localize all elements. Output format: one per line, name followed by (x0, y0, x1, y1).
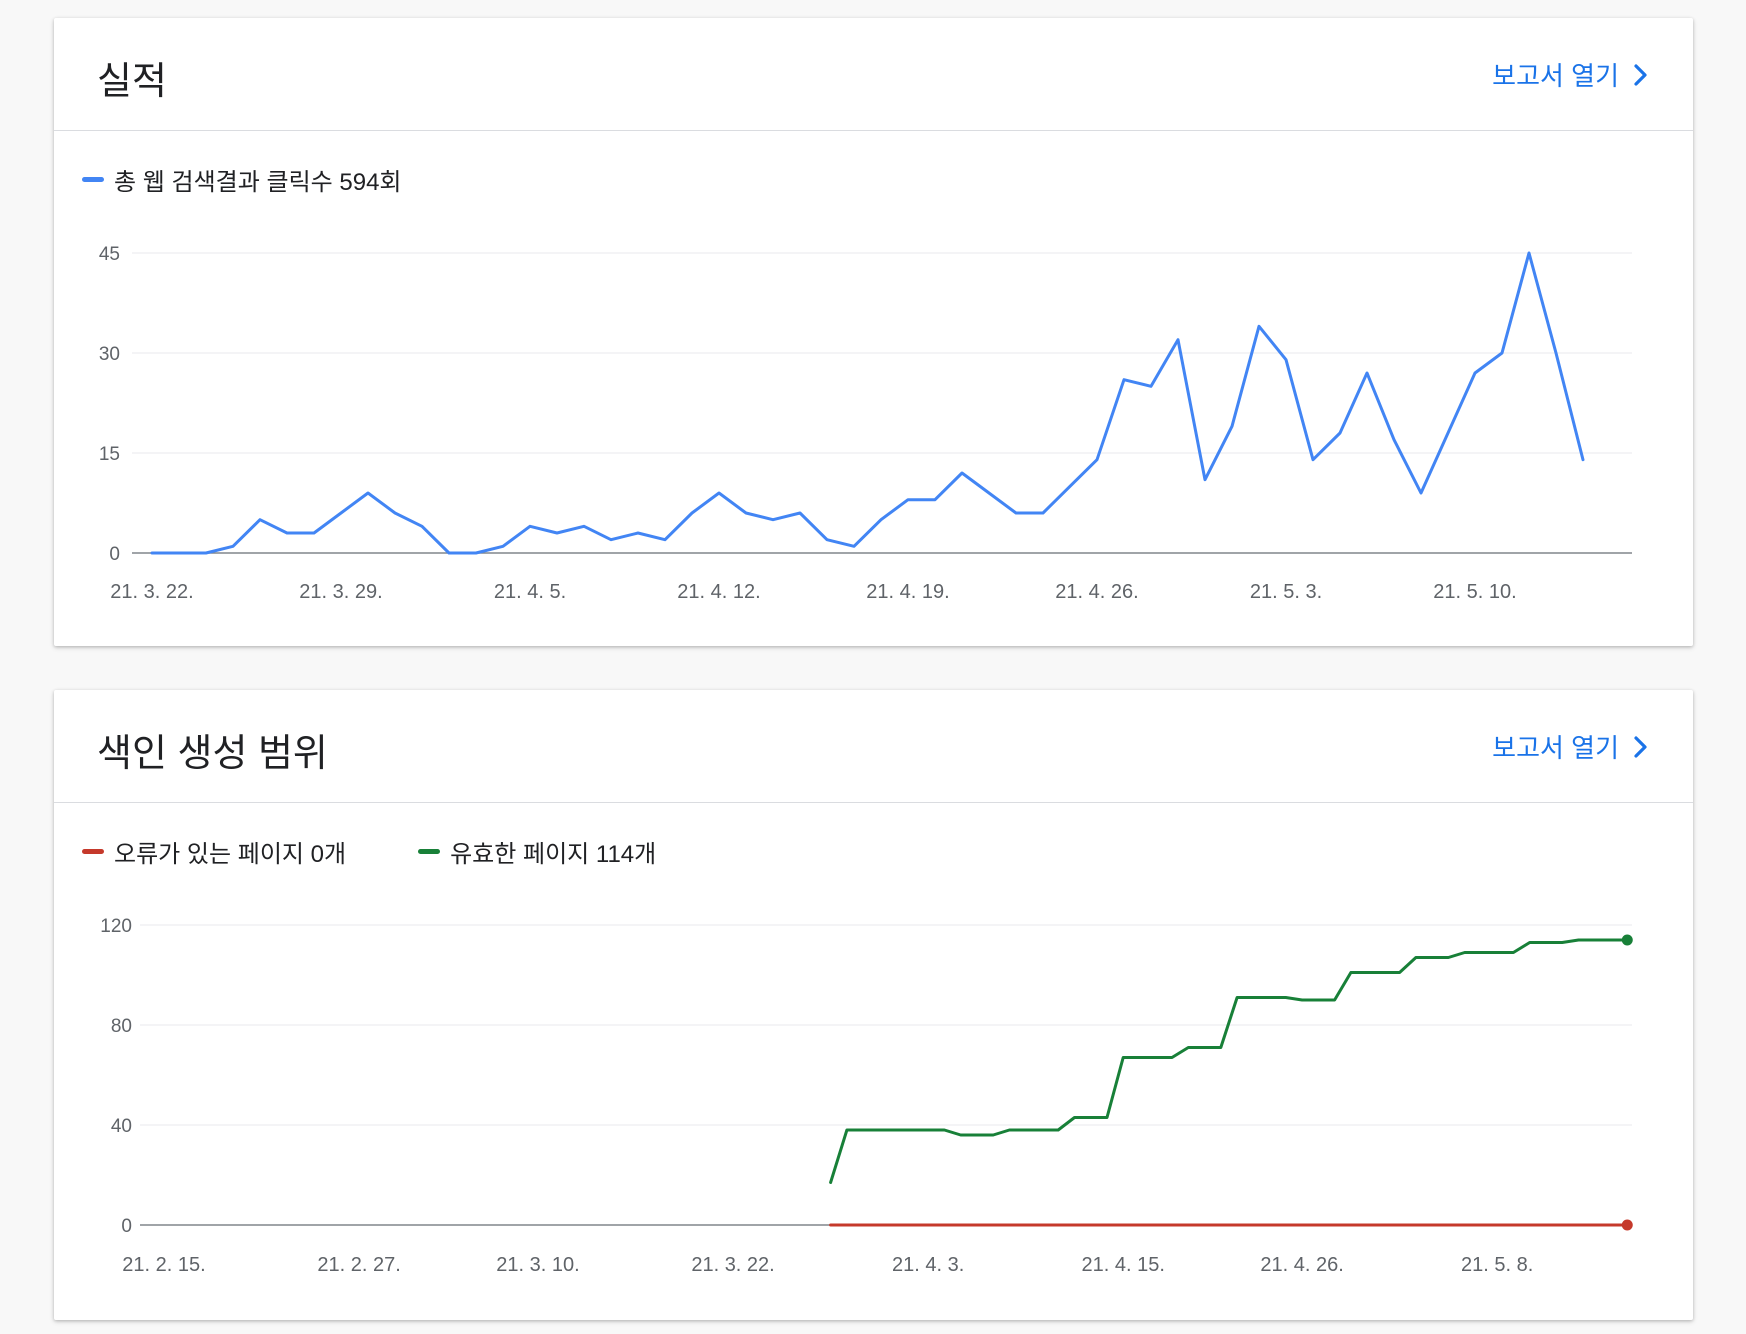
legend-item-valid[interactable]: 유효한 페이지 114개 (418, 834, 656, 869)
x-tick-label: 21. 4. 19. (866, 581, 949, 603)
open-report-label: 보고서 열기 (1492, 733, 1619, 763)
coverage-open-report-link[interactable]: 보고서 열기 (1492, 728, 1649, 765)
x-tick-label: 21. 4. 26. (1055, 581, 1138, 603)
legend-swatch (418, 849, 441, 854)
coverage-title: 색인 생성 범위 (97, 733, 328, 775)
y-tick-label: 40 (111, 1116, 132, 1137)
x-tick-label: 21. 4. 5. (494, 581, 566, 603)
coverage-legend: 오류가 있는 페이지 0개 유효한 페이지 114개 (82, 834, 728, 869)
series-line (150, 251, 1585, 555)
legend-label: 오류가 있는 페이지 0개 (114, 841, 347, 868)
coverage-chart: 0 40 80 120 21. 2. 15. 21. 2. 27. 21. 3. 10. 21… (100, 916, 1633, 1276)
performance-chart: 0 15 30 45 21. 3. 22. 21. 3. 29. 21. 4. 5. 21. … (99, 244, 1632, 603)
x-tick-label: 21. 3. 22. (110, 581, 193, 603)
y-tick-label: 120 (100, 916, 132, 937)
coverage-card: 색인 생성 범위 보고서 열기 오류가 있는 페이지 0개 유효한 페이지 11… (54, 690, 1693, 1320)
legend-label: 총 웹 검색결과 클릭수 594회 (114, 169, 402, 196)
performance-card: 실적 보고서 열기 총 웹 검색결과 클릭수 594회 0 15 30 45 21. 3… (54, 18, 1693, 646)
x-tick-label: 21. 5. 3. (1250, 581, 1322, 603)
series-line (829, 938, 1629, 1184)
legend-swatch (82, 849, 104, 854)
x-tick-label: 21. 3. 10. (496, 1254, 579, 1276)
y-tick-label: 30 (99, 344, 120, 365)
open-report-label: 보고서 열기 (1492, 61, 1619, 91)
performance-header: 실적 보고서 열기 (54, 18, 1693, 131)
x-tick-label: 21. 3. 22. (691, 1254, 774, 1276)
y-tick-label: 15 (99, 444, 120, 465)
x-tick-label: 21. 2. 27. (317, 1254, 400, 1276)
legend-label: 유효한 페이지 114개 (450, 841, 657, 868)
x-tick-label: 21. 4. 12. (677, 581, 760, 603)
chevron-right-icon (1634, 735, 1647, 758)
series-end-point (1621, 1219, 1633, 1231)
x-tick-label: 21. 2. 15. (122, 1254, 205, 1276)
legend-item-clicks[interactable]: 총 웹 검색결과 클릭수 594회 (82, 162, 402, 197)
y-tick-label: 80 (111, 1016, 132, 1037)
x-tick-label: 21. 3. 29. (299, 581, 382, 603)
legend-swatch (82, 177, 104, 182)
performance-open-report-link[interactable]: 보고서 열기 (1492, 56, 1649, 93)
x-tick-label: 21. 4. 3. (892, 1254, 964, 1276)
performance-legend: 총 웹 검색결과 클릭수 594회 (82, 162, 474, 197)
x-tick-label: 21. 5. 10. (1433, 581, 1516, 603)
y-tick-label: 0 (109, 544, 120, 565)
chevron-right-icon (1634, 63, 1647, 86)
performance-title: 실적 (97, 61, 167, 103)
x-tick-label: 21. 4. 26. (1260, 1254, 1343, 1276)
x-tick-label: 21. 5. 8. (1461, 1254, 1533, 1276)
coverage-header: 색인 생성 범위 보고서 열기 (54, 690, 1693, 803)
series-end-point (1621, 934, 1633, 946)
x-tick-label: 21. 4. 15. (1082, 1254, 1165, 1276)
y-tick-label: 45 (99, 244, 120, 265)
legend-item-errors[interactable]: 오류가 있는 페이지 0개 (82, 834, 346, 869)
y-tick-label: 0 (121, 1216, 132, 1237)
